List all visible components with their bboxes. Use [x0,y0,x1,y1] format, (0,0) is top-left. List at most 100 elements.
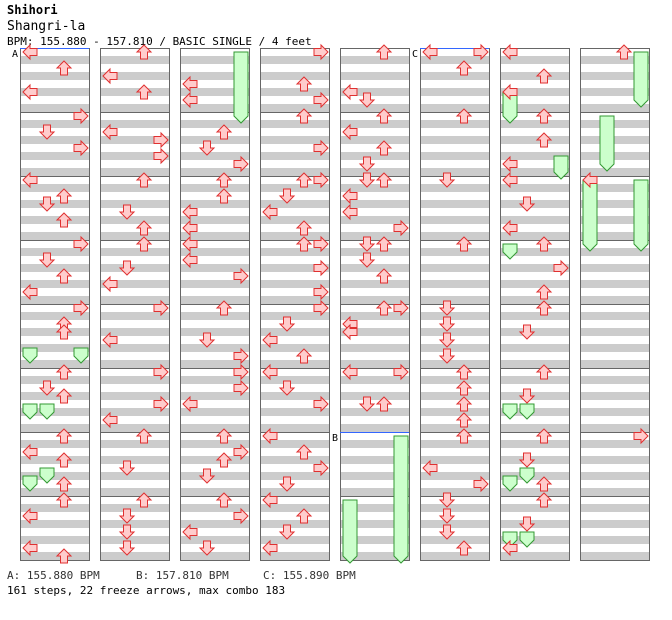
freeze-arrow [633,179,649,252]
arrow-left [502,83,518,101]
arrow-left [342,123,358,141]
arrow-down [278,316,296,332]
stripe [580,56,649,64]
stripe [580,424,649,432]
stripe [260,424,329,432]
arrow-down [358,396,376,412]
arrow-left [262,427,278,445]
arrow-up [375,108,393,124]
arrow-up [295,236,313,252]
stripe [180,408,249,416]
freeze-arrow [502,403,518,420]
stripe [500,360,569,368]
stripe [180,184,249,192]
stripe [180,504,249,512]
arrow-left [182,395,198,413]
arrow-up [215,452,233,468]
arrow-right [153,395,169,413]
stripe [420,56,489,64]
stripe [180,216,249,224]
arrow-down [118,204,136,220]
stripe [20,264,89,272]
arrow-down [198,140,216,156]
arrow-up [535,132,553,148]
freeze-arrow [22,403,38,420]
stripe [580,296,649,304]
stripe [260,504,329,512]
stripe [260,168,329,176]
stripe [420,344,489,352]
stripe [180,520,249,528]
stripe [340,488,409,496]
stripe [500,264,569,272]
arrow-left [262,539,278,557]
arrow-up [215,172,233,188]
stripe [260,72,329,80]
arrow-right [153,131,169,149]
arrow-up [455,380,473,396]
arrow-left [22,539,38,557]
stripe [180,328,249,336]
stripe [580,504,649,512]
arrow-left [22,83,38,101]
arrow-left [102,123,118,141]
stripe [340,504,409,512]
stripe [20,120,89,128]
arrow-left [182,251,198,269]
arrow-left [102,67,118,85]
column-frame [260,48,330,561]
stripe [100,120,169,128]
stripe [500,184,569,192]
arrow-right [153,299,169,317]
arrow-down [518,324,536,340]
arrow-down [198,332,216,348]
stripe [20,296,89,304]
bpm-legend-c: C: 155.890 BPM [263,569,356,582]
stripe [100,488,169,496]
stripe [340,328,409,336]
stripe [340,248,409,256]
stripe [420,168,489,176]
column-frame [580,48,650,561]
stripe [180,56,249,64]
freeze-arrow [519,467,535,484]
stripe [180,280,249,288]
stripe [340,456,409,464]
freeze-arrow [233,51,249,124]
stripe [340,56,409,64]
arrow-left [262,331,278,349]
stripe [260,56,329,64]
arrow-up [55,388,73,404]
stripe [180,344,249,352]
chart-info: BPM: 155.880 - 157.810 / BASIC SINGLE / … [7,35,312,48]
stripe [260,280,329,288]
arrow-up [455,60,473,76]
stripe [500,88,569,96]
stripe [100,440,169,448]
stripe [100,72,169,80]
stripe [580,536,649,544]
freeze-arrow [393,435,409,564]
stripe [100,312,169,320]
stripe [100,248,169,256]
stripe [20,184,89,192]
stripe [260,408,329,416]
freeze-arrow [582,179,598,252]
stripe [100,360,169,368]
stripe [100,536,169,544]
arrow-up [55,492,73,508]
stripe [100,232,169,240]
arrow-up [295,444,313,460]
stripe [20,344,89,352]
arrow-up [375,44,393,60]
stripe [180,312,249,320]
stripe [340,280,409,288]
arrow-down [278,476,296,492]
arrow-up [135,492,153,508]
stripe [500,440,569,448]
stripe [580,264,649,272]
stripe [340,520,409,528]
arrow-left [182,219,198,237]
stripe [180,88,249,96]
arrow-left [422,459,438,477]
